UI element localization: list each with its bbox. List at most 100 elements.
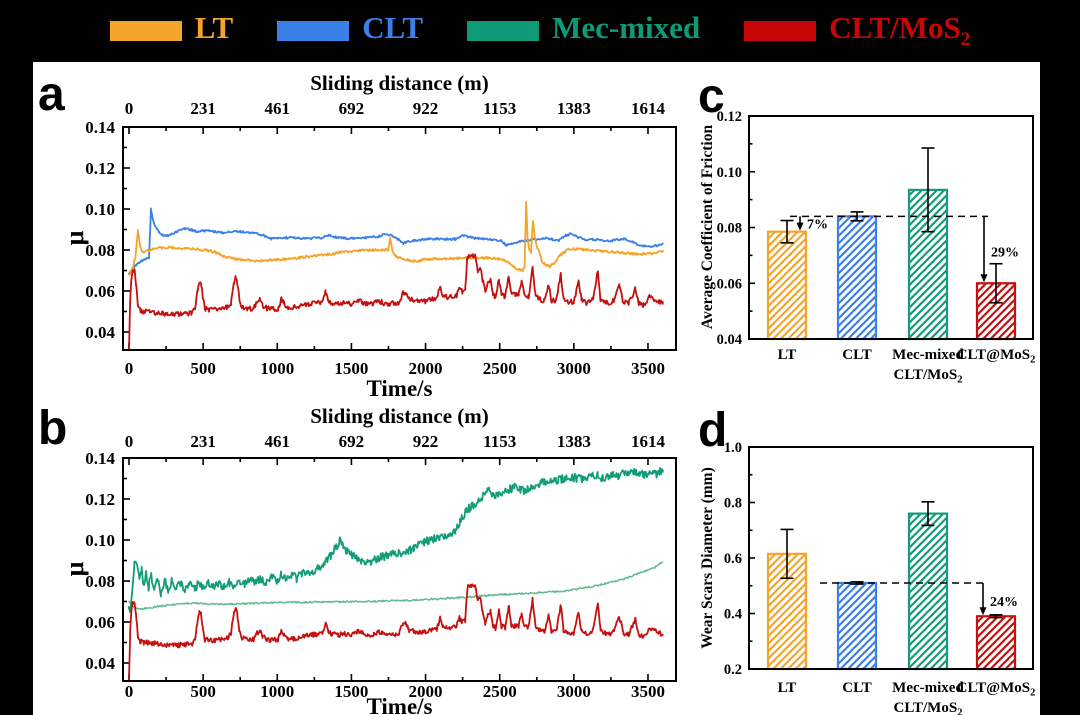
error-bar xyxy=(989,262,1003,304)
top-tick-label: 1153 xyxy=(483,99,516,118)
top-tick-label: 461 xyxy=(265,432,291,451)
y-axis-title: Average Coefficient of Friction xyxy=(699,125,716,330)
y-tick-label: 0.08 xyxy=(85,241,115,260)
bar-CLT@MoS xyxy=(975,615,1017,671)
x-axis-title: Time/s xyxy=(366,376,432,398)
legend-label-lt: LT xyxy=(195,12,234,49)
x-tick-label: 3000 xyxy=(557,682,591,701)
series-CLT/MoS2 xyxy=(128,253,664,349)
x-tick-label: 2000 xyxy=(409,359,443,378)
x-tick-label: 2000 xyxy=(409,682,443,701)
bar-Mec-mixed xyxy=(907,512,949,671)
top-tick-label: 1614 xyxy=(631,432,666,451)
y-tick-label: 0.06 xyxy=(717,276,742,292)
top-tick-label: 1153 xyxy=(483,432,516,451)
y-tick-label: 1.0 xyxy=(724,440,742,456)
top-tick-label: 461 xyxy=(265,99,291,118)
category-label: Mec-mixed xyxy=(892,680,964,696)
y-axis-title: Wear Scars Diameter (mm) xyxy=(699,467,716,649)
x-tick-label: 2500 xyxy=(483,682,517,701)
x-tick-label: 3500 xyxy=(631,359,665,378)
x-tick-label: 500 xyxy=(190,682,216,701)
category-label-line2: CLT/MoS2 xyxy=(894,367,963,386)
legend-label-lt-text: LT xyxy=(194,10,234,46)
top-axis-title: Sliding distance (m) xyxy=(310,404,489,428)
top-tick-label: 1614 xyxy=(631,99,666,118)
x-tick-label: 1500 xyxy=(334,682,368,701)
x-axis-title: Time/s xyxy=(366,694,432,715)
series-group xyxy=(128,200,664,349)
y-tick-label: 0.04 xyxy=(717,332,742,348)
x-tick-label: 1000 xyxy=(260,359,294,378)
annotation-24%: 24% xyxy=(979,582,1018,616)
y-tick-label: 0.08 xyxy=(85,572,115,591)
legend-item-clt: CLT xyxy=(277,12,423,49)
y-tick-label: 0.04 xyxy=(85,654,115,673)
top-tick-label: 1383 xyxy=(557,432,591,451)
legend-label-mec-mixed: Mec-mixed xyxy=(552,12,700,49)
y-tick-label: 0.08 xyxy=(717,221,742,237)
axes-ticks xyxy=(123,126,649,350)
category-label: CLT xyxy=(842,680,871,696)
x-tick-label: 0 xyxy=(125,682,134,701)
legend-item-lt: LT xyxy=(109,12,234,49)
category-label: LT xyxy=(778,347,797,363)
y-tick-label: 0.12 xyxy=(85,159,115,178)
category-label: Mec-mixed xyxy=(892,347,964,363)
x-tick-label: 1500 xyxy=(334,359,368,378)
y-tick-label: 0.10 xyxy=(85,531,115,550)
series-Mec-mixed-2 xyxy=(128,561,664,611)
y-tick-label: 0.04 xyxy=(85,323,115,342)
legend-swatch-mec-mixed xyxy=(467,21,540,41)
legend-label-clt-mos2-text: CLT/MoS xyxy=(829,10,961,46)
series-CLT xyxy=(128,207,664,275)
series-group xyxy=(128,467,664,680)
top-axis-title: Sliding distance (m) xyxy=(310,71,489,95)
legend-swatch-clt-mos2 xyxy=(744,21,817,41)
panel-letter-d: d xyxy=(698,404,727,457)
error-bar xyxy=(921,147,935,233)
y-tick-label: 0.06 xyxy=(85,613,115,632)
top-tick-label: 231 xyxy=(190,432,216,451)
panel-a-friction-vs-time-chart: a Sliding distance (m) Time/s μ 0 0 500 231 1000… xyxy=(38,68,677,398)
category-label-line2: CLT/MoS2 xyxy=(894,700,963,715)
annotation-29%: 29% xyxy=(980,216,1019,283)
y-tick-label: 0.6 xyxy=(724,551,742,567)
bar-CLT xyxy=(836,581,878,671)
top-tick-label: 922 xyxy=(413,99,439,118)
axes-ticks xyxy=(123,457,649,681)
x-tick-label: 2500 xyxy=(483,359,517,378)
plot-box xyxy=(122,457,677,682)
annotation-text: 7% xyxy=(807,218,828,233)
figure-legend: LT CLT Mec-mixed CLT/MoS2 xyxy=(0,0,1080,62)
category-label: LT xyxy=(778,680,797,696)
annotation-text: 29% xyxy=(991,245,1019,260)
panel-letter-a: a xyxy=(38,68,65,121)
top-tick-label: 922 xyxy=(413,432,439,451)
error-bar xyxy=(921,501,935,527)
legend-label-clt-text: CLT xyxy=(362,10,424,46)
panel-letter-b: b xyxy=(38,402,67,455)
x-tick-label: 3000 xyxy=(557,359,591,378)
y-tick-label: 0.4 xyxy=(724,607,742,623)
top-tick-label: 692 xyxy=(339,99,365,118)
legend-label-mec-mixed-text: Mec-mixed xyxy=(552,10,701,46)
y-tick-label: 0.14 xyxy=(85,449,115,468)
category-label: CLT@MoS2 xyxy=(957,680,1036,699)
top-tick-label: 1383 xyxy=(557,99,591,118)
x-tick-label: 500 xyxy=(190,359,216,378)
y-axis-title: μ xyxy=(60,561,89,576)
y-axis-title: μ xyxy=(60,230,89,245)
annotation-7%: 7% xyxy=(796,216,828,233)
series-LT xyxy=(128,200,664,276)
error-bar xyxy=(989,614,1003,619)
y-tick-label: 0.14 xyxy=(85,118,115,137)
error-bar xyxy=(780,219,794,244)
legend-item-clt-mos2: CLT/MoS2 xyxy=(744,10,970,50)
x-tick-label: 1000 xyxy=(260,682,294,701)
y-tick-label: 0.12 xyxy=(85,490,115,509)
top-tick-label: 0 xyxy=(125,432,134,451)
legend-label-clt: CLT xyxy=(362,12,423,49)
